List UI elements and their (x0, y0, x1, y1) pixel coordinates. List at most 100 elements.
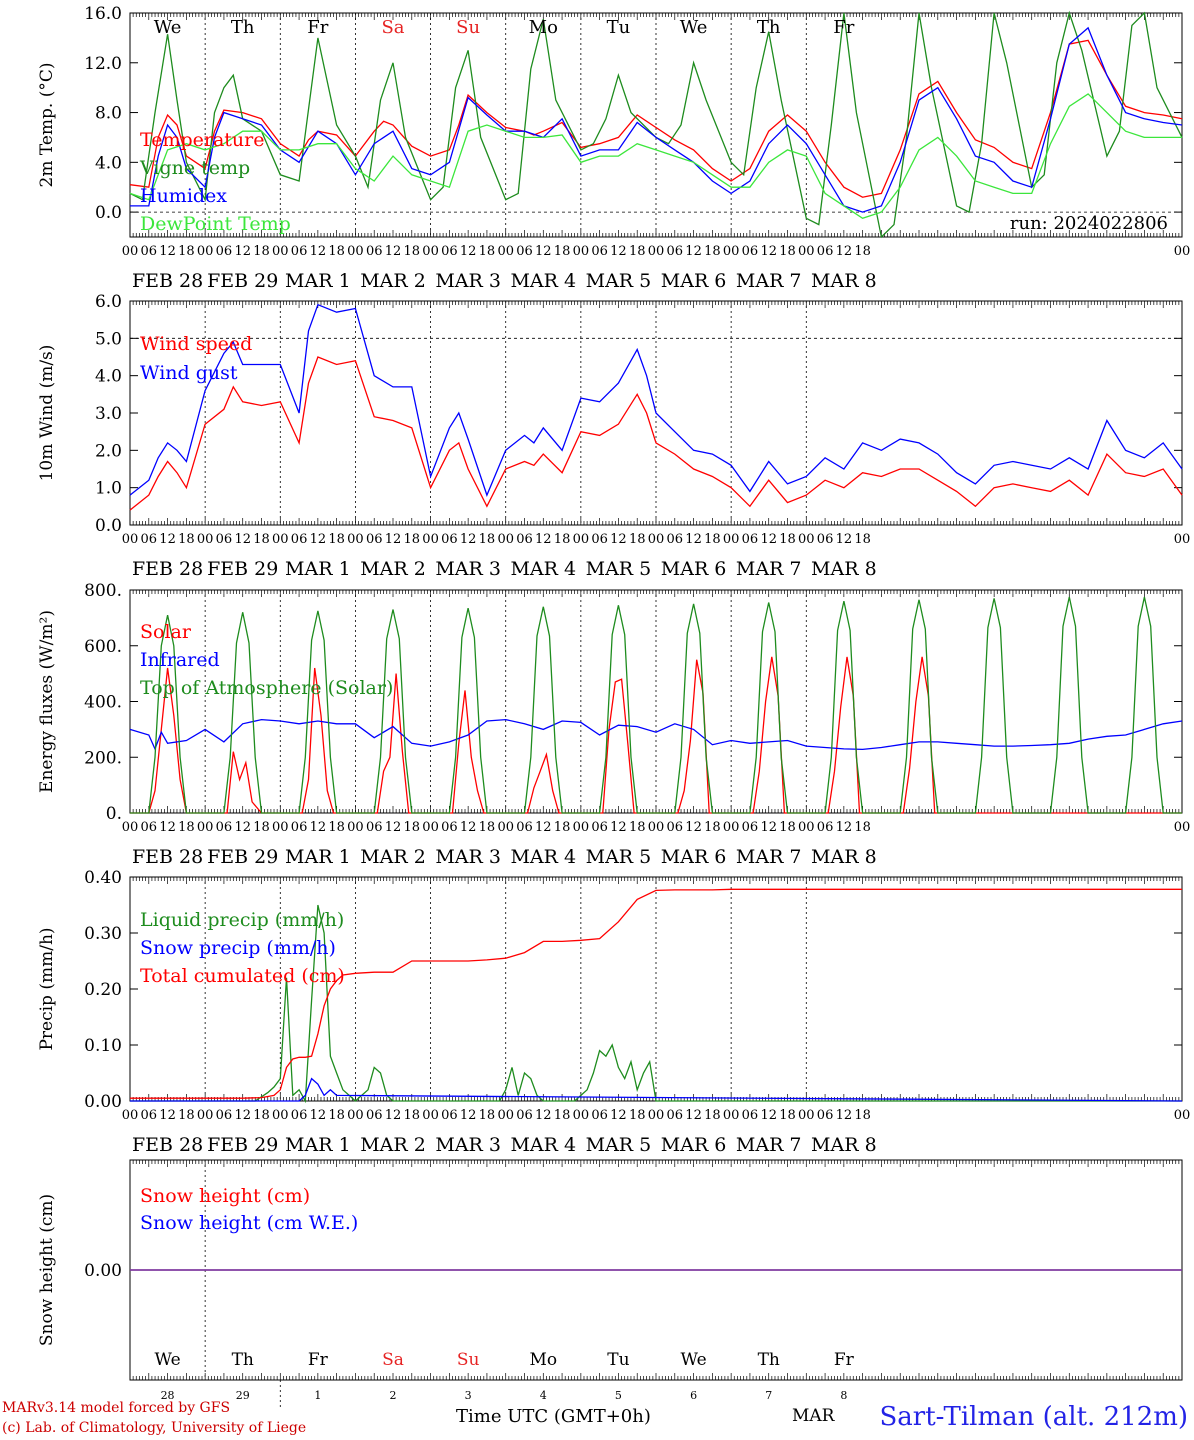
hour-tick-label: 12 (535, 820, 552, 835)
hour-tick-label: 00 (122, 532, 139, 547)
hour-tick-label: 12 (234, 244, 251, 259)
hour-tick-label: 18 (779, 1108, 796, 1123)
y-tick-label: 5.0 (95, 329, 122, 349)
hour-tick-label: 12 (460, 820, 477, 835)
series-line-top-of-atmosphere-solar- (130, 596, 1182, 814)
model-credit: MARv3.14 model forced by GFS (2, 1400, 231, 1416)
hour-tick-label: 18 (479, 532, 496, 547)
weekday-label-top: Sa (381, 17, 404, 38)
hour-tick-label: 12 (836, 532, 853, 547)
hour-tick-label: 00 (497, 244, 514, 259)
legend-entry: Wind gust (140, 362, 238, 384)
hour-tick-label: 12 (610, 1108, 627, 1123)
y-axis-label: 2m Temp. (°C) (37, 62, 57, 187)
legend-entry: Snow height (cm) (140, 1185, 310, 1207)
hour-tick-label: 00 (573, 244, 590, 259)
day-number-label: 2 (390, 1389, 397, 1402)
hour-tick-label: 06 (216, 532, 233, 547)
hour-tick-label: 06 (591, 820, 608, 835)
hour-tick-label: 00 (272, 532, 289, 547)
hour-tick-label: 06 (817, 820, 834, 835)
hour-tick-label: 12 (310, 1108, 327, 1123)
hour-tick-label: 06 (667, 244, 684, 259)
date-label: MAR 3 (435, 1134, 501, 1156)
date-label: FEB 29 (207, 558, 278, 580)
weekday-label-bottom: We (154, 1350, 180, 1370)
hour-tick-label: 06 (366, 532, 383, 547)
y-tick-label: 2.0 (95, 441, 122, 461)
hour-tick-label: 12 (685, 244, 702, 259)
date-label: FEB 28 (132, 270, 203, 292)
hour-tick-label: 18 (854, 820, 871, 835)
y-tick-label: 200. (84, 748, 122, 768)
hour-tick-label: 00 (497, 1108, 514, 1123)
hour-tick-label: 00 (648, 1108, 665, 1123)
series-line-vigne-temp (129, 10, 1183, 239)
date-label: MAR 8 (811, 846, 877, 868)
hour-tick-label: 12 (460, 1108, 477, 1123)
hour-tick-label: 00 (573, 532, 590, 547)
hour-tick-label: 00 (723, 820, 740, 835)
hour-tick-label: 00 (197, 532, 214, 547)
date-label: MAR 7 (736, 1134, 802, 1156)
hour-tick-label: 06 (141, 244, 158, 259)
weekday-label-bottom: Th (758, 1350, 780, 1370)
hour-tick-label: 06 (817, 532, 834, 547)
hour-tick-label: 18 (854, 244, 871, 259)
date-label: MAR 4 (510, 558, 576, 580)
date-label: FEB 28 (132, 558, 203, 580)
date-label: MAR 6 (661, 1134, 727, 1156)
y-axis-label: Energy fluxes (W/m²) (37, 610, 57, 793)
weekday-label-top: Fr (833, 17, 854, 38)
hour-tick-label: 12 (760, 532, 777, 547)
hour-tick-label: 18 (253, 1108, 270, 1123)
hour-tick-label: 12 (610, 820, 627, 835)
hour-tick-label: 06 (366, 1108, 383, 1123)
hour-tick-label: 00 (122, 820, 139, 835)
hour-tick-label: 12 (234, 1108, 251, 1123)
hour-tick-label: 18 (629, 820, 646, 835)
legend-entry: DewPoint Temp (140, 213, 291, 235)
weekday-label-top: Mo (529, 17, 558, 38)
day-number-label: 1 (314, 1389, 321, 1402)
date-label: MAR 7 (736, 270, 802, 292)
day-number-label: 29 (236, 1389, 250, 1402)
weekday-label-bottom: Mo (529, 1350, 557, 1370)
date-label: MAR 8 (811, 1134, 877, 1156)
weekday-label-bottom: Tu (607, 1350, 629, 1370)
hour-tick-label: 12 (310, 532, 327, 547)
date-label: MAR 5 (586, 270, 652, 292)
date-label: MAR 2 (360, 846, 426, 868)
panel-1: 0.0 4.0 8.0 12.0 16.0 2m Temp. (°C) Temperatur… (37, 4, 1190, 292)
hour-tick-label: 00 (573, 820, 590, 835)
date-label: MAR 7 (736, 846, 802, 868)
date-label: MAR 6 (661, 558, 727, 580)
hour-tick-label: 00 (798, 244, 815, 259)
date-label: MAR 5 (586, 846, 652, 868)
date-label: MAR 2 (360, 1134, 426, 1156)
hour-tick-label: 12 (385, 532, 402, 547)
hour-tick-label: 12 (760, 244, 777, 259)
hour-tick-label: 12 (460, 244, 477, 259)
hour-tick-label: 06 (441, 820, 458, 835)
day-number-label: 8 (840, 1389, 847, 1402)
y-tick-label: 8.0 (95, 104, 122, 124)
date-label: MAR 4 (510, 1134, 576, 1156)
hour-tick-label: 00 (1174, 244, 1191, 259)
panel-2: 0.0 1.0 2.0 3.0 4.0 5.0 6.0 10m Wind (m/s) Wind … (37, 292, 1190, 580)
hour-tick-label: 12 (159, 820, 176, 835)
y-tick-label: 0.30 (84, 924, 122, 944)
hour-tick-label: 12 (685, 820, 702, 835)
hour-tick-label: 00 (573, 1108, 590, 1123)
hour-tick-label: 18 (779, 244, 796, 259)
hour-tick-label: 18 (404, 244, 421, 259)
date-label: MAR 4 (510, 846, 576, 868)
hour-tick-label: 12 (159, 244, 176, 259)
weekday-label-bottom: Su (457, 1350, 480, 1370)
y-tick-label: 600. (84, 637, 122, 657)
hour-tick-label: 18 (479, 820, 496, 835)
y-tick-label: 0.20 (84, 980, 122, 1000)
hour-tick-label: 00 (272, 1108, 289, 1123)
date-label: FEB 29 (207, 846, 278, 868)
hour-tick-label: 00 (122, 244, 139, 259)
